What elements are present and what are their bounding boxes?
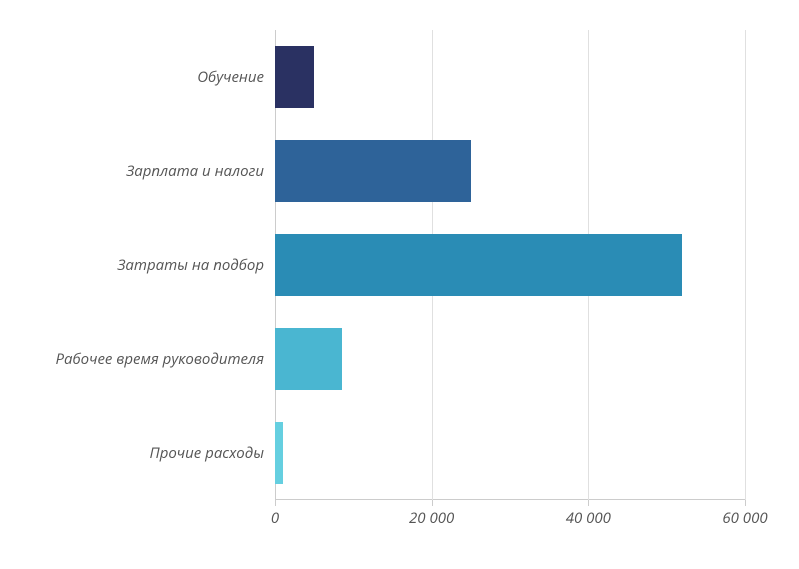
x-tick-label: 40 000 bbox=[548, 508, 628, 528]
bar bbox=[275, 140, 471, 202]
x-tick-label: 60 000 bbox=[705, 508, 785, 528]
bar bbox=[275, 328, 342, 390]
bar bbox=[275, 46, 314, 108]
y-axis-label: Прочие расходы bbox=[4, 444, 264, 462]
y-axis-label: Обучение bbox=[4, 68, 264, 86]
x-tick-mark bbox=[745, 500, 746, 506]
plot-area bbox=[275, 30, 745, 500]
x-tick-mark bbox=[275, 500, 276, 506]
bar bbox=[275, 234, 682, 296]
y-axis-label: Рабочее время руководителя bbox=[4, 350, 264, 368]
x-tick-mark bbox=[432, 500, 433, 506]
y-axis-label: Зарплата и налоги bbox=[4, 162, 264, 180]
grid-line bbox=[745, 30, 746, 500]
cost-bar-chart: 0 20 000 40 000 60 000 Обучение Зарплата и на… bbox=[0, 0, 799, 569]
x-axis-line bbox=[275, 499, 745, 500]
y-axis-label: Затраты на подбор bbox=[4, 256, 264, 274]
x-tick-label: 0 bbox=[235, 508, 315, 528]
x-tick-mark bbox=[588, 500, 589, 506]
x-tick-label: 20 000 bbox=[392, 508, 472, 528]
bar bbox=[275, 422, 283, 484]
